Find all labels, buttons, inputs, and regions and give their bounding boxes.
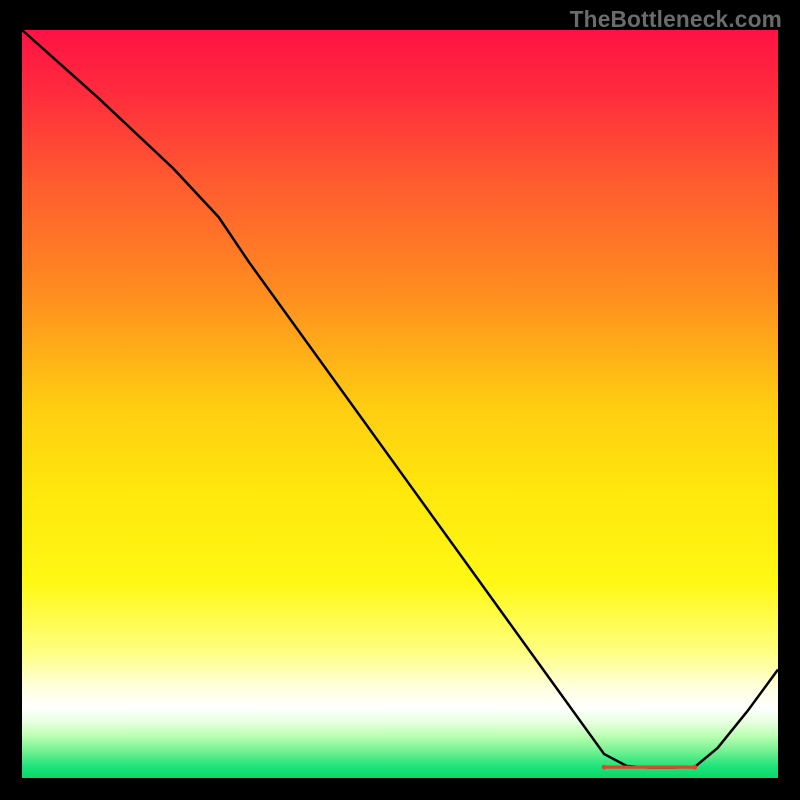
watermark-text: TheBottleneck.com xyxy=(570,6,782,33)
chart-plot-area xyxy=(22,30,778,778)
bottleneck-curve xyxy=(22,30,778,768)
plateau-marker-dot-right xyxy=(692,765,697,770)
plateau-marker-dot-left xyxy=(602,765,607,770)
chart-curve-layer xyxy=(22,30,778,778)
